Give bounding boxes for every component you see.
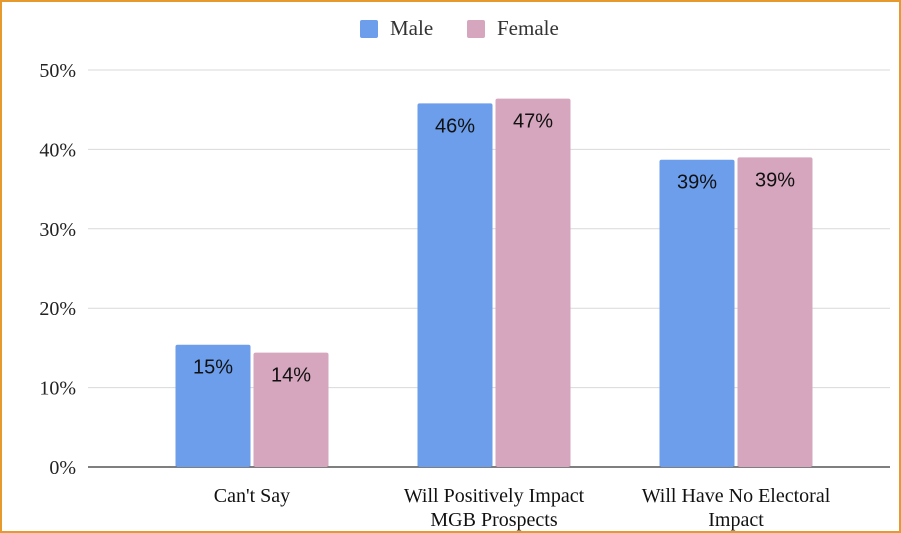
y-tick-label: 30% [39,219,76,241]
legend-label-male: Male [390,16,433,40]
x-tick-label: Impact [708,509,764,531]
data-label: 14% [271,365,311,387]
bar-male [175,344,251,467]
bar-male [417,103,493,468]
y-tick-label: 10% [39,378,76,400]
legend-swatch-male [360,20,378,38]
bar-male [659,159,735,468]
y-tick-label: 40% [39,139,76,161]
bar-female [253,352,329,467]
data-label: 47% [513,111,553,133]
y-tick-label: 50% [39,60,76,82]
legend: Male Female [360,16,559,40]
x-tick-label: MGB Prospects [430,509,557,531]
bar-female [495,98,571,468]
data-label: 39% [677,172,717,194]
data-label: 15% [193,357,233,379]
legend-swatch-female [467,20,485,38]
bars: 15% 46% 39% 14% 47% 39% [175,98,813,468]
x-tick-label: Can't Say [214,485,290,507]
bar-female [737,157,813,467]
data-label: 39% [755,169,795,191]
x-tick-label: Will Have No Electoral [642,485,831,507]
legend-label-female: Female [497,16,559,40]
y-tick-label: 20% [39,298,76,320]
y-axis: 0% 10% 20% 30% 40% 50% [39,60,76,479]
x-tick-label: Will Positively Impact [404,485,585,507]
y-tick-label: 0% [49,457,76,479]
data-label: 46% [435,115,475,137]
